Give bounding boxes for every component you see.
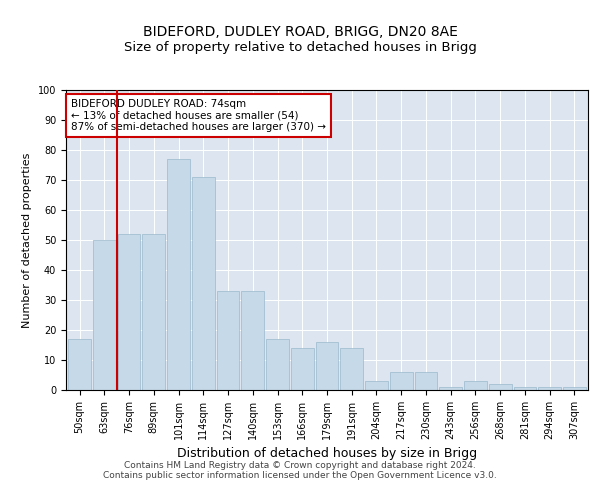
Bar xyxy=(266,339,289,390)
Text: BIDEFORD, DUDLEY ROAD, BRIGG, DN20 8AE: BIDEFORD, DUDLEY ROAD, BRIGG, DN20 8AE xyxy=(143,26,457,40)
Text: Contains HM Land Registry data © Crown copyright and database right 2024.
Contai: Contains HM Land Registry data © Crown c… xyxy=(103,460,497,480)
Bar xyxy=(217,291,239,390)
Bar xyxy=(514,387,536,390)
Bar xyxy=(439,387,462,390)
Bar xyxy=(390,372,413,390)
Bar xyxy=(563,387,586,390)
Text: BIDEFORD DUDLEY ROAD: 74sqm
← 13% of detached houses are smaller (54)
87% of sem: BIDEFORD DUDLEY ROAD: 74sqm ← 13% of det… xyxy=(71,99,326,132)
Bar xyxy=(68,339,91,390)
Bar xyxy=(118,234,140,390)
Bar xyxy=(415,372,437,390)
Bar xyxy=(316,342,338,390)
Bar xyxy=(167,159,190,390)
Bar xyxy=(365,381,388,390)
Bar xyxy=(241,291,264,390)
Bar xyxy=(93,240,116,390)
Text: Size of property relative to detached houses in Brigg: Size of property relative to detached ho… xyxy=(124,41,476,54)
Bar xyxy=(489,384,512,390)
Bar xyxy=(142,234,165,390)
Bar xyxy=(192,177,215,390)
Bar xyxy=(538,387,561,390)
X-axis label: Distribution of detached houses by size in Brigg: Distribution of detached houses by size … xyxy=(177,448,477,460)
Bar xyxy=(291,348,314,390)
Bar xyxy=(340,348,363,390)
Y-axis label: Number of detached properties: Number of detached properties xyxy=(22,152,32,328)
Bar xyxy=(464,381,487,390)
